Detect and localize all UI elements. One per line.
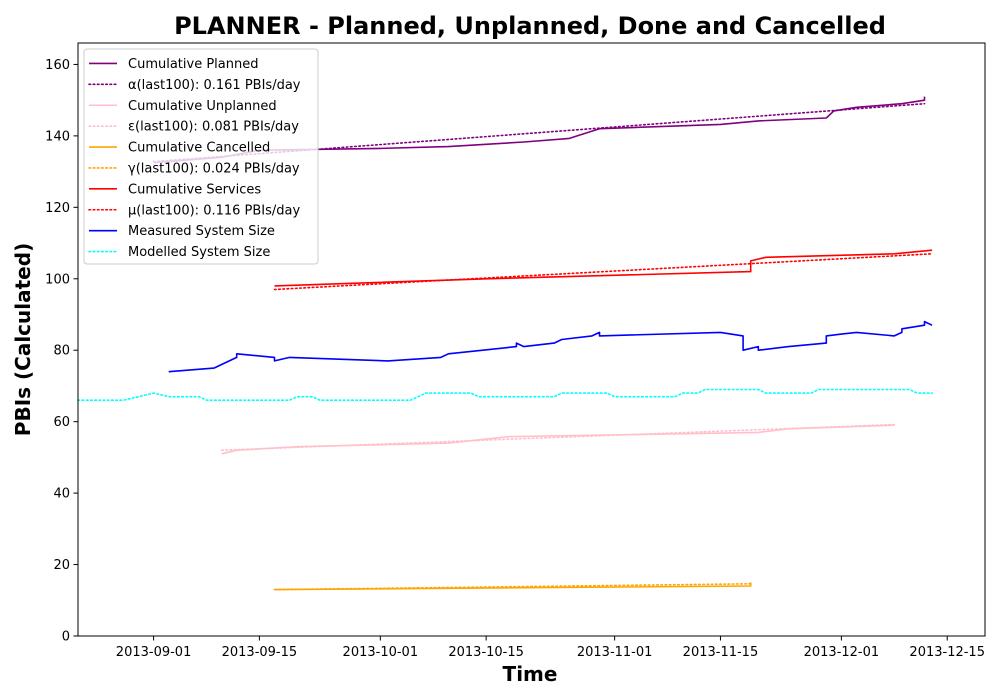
legend-box — [83, 48, 319, 265]
x-tick-label: 2013-12-01 — [804, 645, 880, 660]
series-line-6 — [274, 249, 933, 287]
x-tick-label: 2013-10-01 — [343, 645, 419, 660]
y-tick-label: 60 — [53, 415, 70, 430]
y-tick-label: 100 — [45, 272, 70, 287]
series-line-3 — [220, 423, 896, 452]
x-axis-ticks: 2013-09-01 2013-09-15 2013-10-01 2013-10-15… — [116, 636, 985, 660]
x-tick-label: 2013-11-01 — [577, 645, 653, 660]
legend: Cumulative Planned α(last100): 0.161 PBIs… — [83, 48, 319, 265]
legend-label: Modelled System Size — [128, 245, 270, 260]
x-tick-label: 2013-12-15 — [909, 645, 985, 660]
y-tick-label: 120 — [45, 201, 70, 216]
legend-label: α(last100): 0.161 PBIs/day — [128, 78, 301, 93]
x-tick-label: 2013-09-01 — [116, 645, 192, 660]
series-layer — [77, 96, 933, 591]
legend-label: Cumulative Unplanned — [128, 99, 277, 114]
y-tick-label: 20 — [53, 558, 70, 573]
x-tick-label: 2013-11-15 — [683, 645, 759, 660]
y-tick-label: 80 — [53, 344, 70, 359]
legend-label: ε(last100): 0.081 PBIs/day — [128, 120, 299, 135]
x-tick-label: 2013-10-15 — [448, 645, 524, 660]
series-line-9 — [77, 388, 933, 402]
chart-title: PLANNER - Planned, Unplanned, Done and C… — [174, 12, 886, 40]
y-tick-label: 160 — [45, 58, 70, 73]
legend-label: Cumulative Planned — [128, 57, 258, 72]
y-tick-label: 40 — [53, 487, 70, 502]
y-tick-label: 0 — [62, 630, 70, 645]
legend-label: γ(last100): 0.024 PBIs/day — [128, 161, 300, 176]
plot-frame — [77, 42, 986, 637]
series-line-7 — [273, 253, 933, 291]
legend-label: Cumulative Services — [128, 182, 261, 197]
x-tick-label: 2013-09-15 — [222, 645, 298, 660]
series-line-8 — [168, 320, 933, 373]
series-line-5 — [273, 582, 752, 591]
series-line-1 — [152, 102, 926, 163]
y-tick-label: 140 — [45, 129, 70, 144]
legend-label: Cumulative Cancelled — [128, 141, 270, 156]
x-axis-label: Time — [503, 662, 558, 686]
legend-label: μ(last100): 0.116 PBIs/day — [128, 203, 300, 218]
y-axis-ticks: 0 20 40 60 80 100 120 140 160 — [45, 58, 78, 645]
series-line-0 — [153, 96, 926, 164]
y-axis-label: PBIs (Calculated) — [11, 243, 35, 436]
legend-label: Measured System Size — [128, 224, 275, 239]
